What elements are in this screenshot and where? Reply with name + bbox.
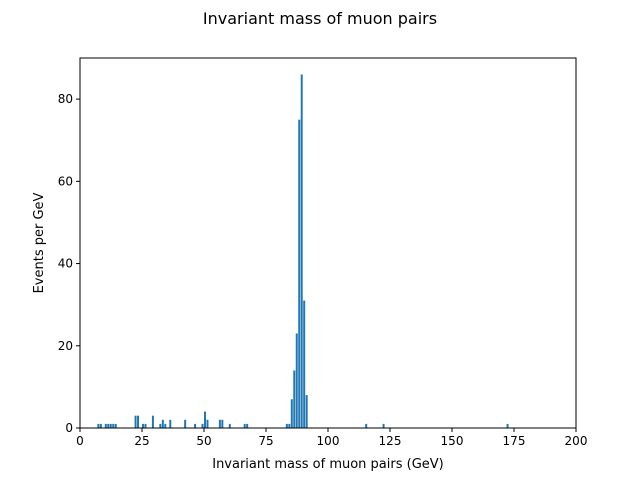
histogram-bar (107, 423, 110, 428)
histogram-bar (137, 415, 140, 428)
y-tick-label: 20 (58, 339, 73, 353)
histogram-bar (506, 423, 509, 428)
histogram-bar (99, 423, 102, 428)
x-tick-label: 100 (317, 434, 340, 448)
histogram-bar (112, 423, 115, 428)
y-tick-label: 60 (58, 174, 73, 188)
histogram-bar (151, 415, 154, 428)
chart-title: Invariant mass of muon pairs (203, 9, 437, 28)
y-axis-label: Events per GeV (32, 192, 47, 293)
histogram-bar (288, 423, 291, 428)
y-tick-label: 80 (58, 92, 73, 106)
histogram-bar (109, 423, 112, 428)
histogram-bar (144, 423, 147, 428)
histogram-bar (365, 423, 368, 428)
bars-group (97, 74, 509, 429)
histogram-bar (142, 423, 144, 428)
plot-frame (79, 57, 577, 429)
histogram-bar (134, 415, 137, 428)
y-tick-label: 0 (65, 421, 73, 435)
histogram-bar (218, 419, 221, 428)
x-tick-label: 25 (134, 434, 149, 448)
x-tick-label: 150 (441, 434, 464, 448)
histogram-bar (206, 419, 209, 428)
histogram-bar (201, 423, 204, 428)
x-tick-label: 125 (379, 434, 402, 448)
x-axis-label: Invariant mass of muon pairs (GeV) (212, 457, 444, 472)
x-tick-label: 50 (196, 434, 211, 448)
histogram-bar (382, 423, 385, 428)
histogram-bar (293, 370, 296, 428)
y-tick-label: 40 (58, 257, 73, 271)
x-tick-label: 0 (76, 434, 84, 448)
histogram-bar (159, 423, 162, 428)
histogram-bar (114, 423, 117, 428)
histogram-bar (285, 423, 288, 428)
histogram-bar (221, 419, 224, 428)
x-tick-label: 75 (258, 434, 273, 448)
x-tick-label: 175 (503, 434, 526, 448)
histogram-bar (295, 333, 298, 428)
histogram-bar (97, 423, 100, 428)
histogram-bar (246, 423, 249, 428)
histogram-bar (194, 423, 197, 428)
histogram-bar (164, 423, 167, 428)
histogram-bar (104, 423, 107, 428)
histogram-bar (169, 419, 172, 428)
histogram-bar (305, 395, 308, 428)
histogram-bar (298, 119, 301, 429)
histogram-bar (204, 411, 206, 428)
histogram-bar (243, 423, 246, 428)
histogram-bar (303, 300, 306, 428)
histogram-bar (161, 419, 164, 428)
x-axis-ticks: 0 25 50 75 100 125 150 175 200 (76, 428, 587, 448)
histogram-bar (228, 423, 231, 428)
histogram-bar (184, 419, 187, 428)
y-axis-ticks: 0 20 40 60 80 (58, 92, 80, 435)
histogram-bar (300, 74, 303, 428)
histogram-bar (290, 399, 293, 428)
x-tick-label: 200 (565, 434, 588, 448)
